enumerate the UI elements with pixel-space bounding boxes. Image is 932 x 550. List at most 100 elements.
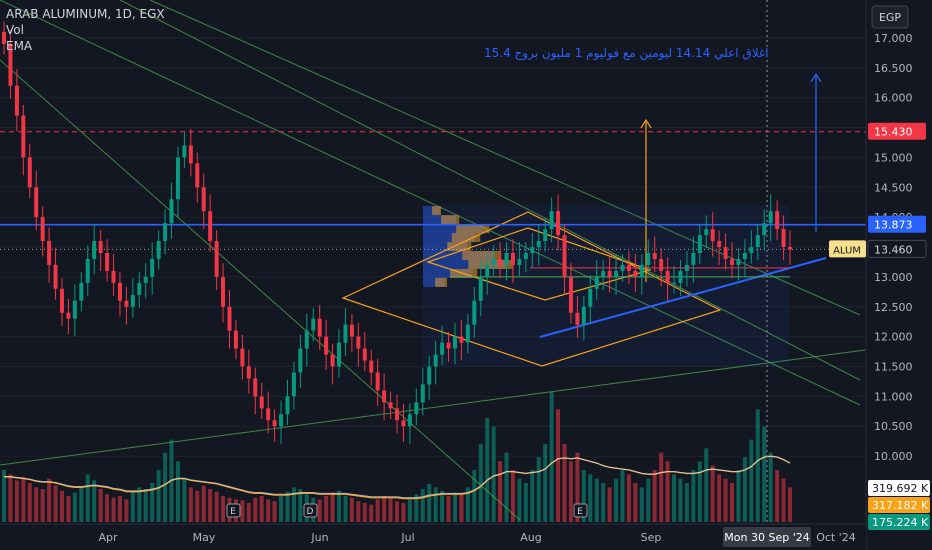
candle-body bbox=[478, 276, 483, 301]
candle-body bbox=[781, 229, 786, 248]
candle-body bbox=[304, 330, 309, 349]
volume-profile-bar bbox=[423, 277, 445, 287]
volume-bar bbox=[736, 470, 741, 522]
candle-body bbox=[40, 217, 45, 242]
time-tick-label: Sep bbox=[641, 531, 662, 544]
volume-bar bbox=[92, 480, 97, 522]
candle-body bbox=[79, 282, 84, 301]
ema-indicator-label[interactable]: EMA bbox=[6, 39, 33, 53]
support-trend-line bbox=[539, 257, 827, 338]
volume-bar bbox=[21, 476, 26, 522]
volume-profile-bar bbox=[451, 233, 481, 243]
volume-bar bbox=[137, 487, 142, 522]
volume-bar bbox=[749, 439, 754, 522]
candle-body bbox=[214, 241, 219, 277]
time-axis[interactable]: Apr May Jun Jul Aug Sep Oct '24 Mon 30 Sep '24 E… bbox=[0, 503, 866, 550]
volume-bar bbox=[375, 499, 380, 522]
candle-body bbox=[556, 211, 561, 236]
candle-body bbox=[530, 247, 535, 253]
volume-profile-bar bbox=[432, 206, 442, 216]
price-tick-label: 16.500 bbox=[874, 62, 913, 75]
volume-label: 175.224 K bbox=[872, 516, 929, 529]
candle-body bbox=[407, 414, 412, 427]
candle-body bbox=[343, 324, 348, 343]
candle-body bbox=[27, 157, 32, 188]
volume-bar bbox=[614, 478, 619, 522]
candle-body bbox=[2, 31, 6, 44]
volume-bar bbox=[459, 494, 464, 522]
time-tick-label: Oct '24 bbox=[816, 531, 856, 544]
price-tick-label: 10.000 bbox=[874, 450, 913, 463]
volume-bar bbox=[440, 490, 445, 522]
candle-body bbox=[291, 372, 296, 397]
volume-bar bbox=[633, 483, 638, 522]
volume-bar bbox=[272, 501, 277, 522]
volume-profile-bar bbox=[423, 242, 467, 252]
time-tick-label: Aug bbox=[520, 531, 541, 544]
volume-profile-bar bbox=[423, 259, 506, 269]
price-label: 13.873 bbox=[874, 219, 913, 232]
volume-profile-bar bbox=[423, 268, 473, 278]
candle-body bbox=[221, 276, 226, 307]
volume-profile-bar bbox=[441, 215, 460, 225]
candle-body bbox=[517, 258, 522, 265]
candle-body bbox=[549, 211, 554, 230]
drawings bbox=[0, 0, 866, 524]
volume-bar bbox=[678, 478, 683, 522]
volume-profile-bar bbox=[462, 250, 502, 260]
volume-bar bbox=[414, 494, 419, 522]
candle-body bbox=[459, 336, 464, 343]
candle-body bbox=[659, 258, 664, 271]
volume-bar bbox=[208, 489, 213, 522]
trend-line bbox=[0, 0, 861, 406]
candle-body bbox=[433, 354, 438, 367]
event-marker bbox=[226, 503, 241, 518]
candle-body bbox=[156, 241, 161, 259]
volume-bar bbox=[124, 499, 129, 522]
candle-body bbox=[53, 264, 58, 289]
target-arrow-head bbox=[810, 72, 822, 83]
volume-bar bbox=[362, 502, 367, 522]
candle-body bbox=[324, 336, 329, 355]
price-label: 15.430 bbox=[874, 126, 913, 139]
vol-indicator-label[interactable]: Vol bbox=[6, 23, 24, 37]
candle-body bbox=[188, 145, 193, 164]
volume-profile-bar bbox=[447, 242, 472, 252]
volume-bar bbox=[369, 504, 374, 522]
event-marker bbox=[573, 503, 588, 518]
candle-body bbox=[272, 420, 277, 427]
volume-bar bbox=[601, 483, 606, 522]
candle-body bbox=[208, 211, 213, 242]
candle-body bbox=[14, 85, 19, 116]
volume-bar bbox=[697, 461, 702, 522]
candle-body bbox=[562, 235, 567, 277]
price-tick-label: 11.000 bbox=[874, 390, 913, 403]
volume-bar bbox=[523, 483, 528, 522]
candle-body bbox=[298, 348, 303, 373]
candle-body bbox=[279, 414, 284, 427]
currency-button[interactable]: EGP bbox=[879, 11, 901, 24]
candle-body bbox=[163, 223, 168, 242]
candle-body bbox=[594, 276, 599, 289]
price-tick-label: 10.500 bbox=[874, 420, 913, 433]
volume-bar bbox=[240, 500, 245, 522]
volume-bar bbox=[485, 418, 490, 522]
price-axis[interactable]: EGP17.00016.50016.00015.50015.00014.5001… bbox=[829, 0, 932, 550]
volume-bar bbox=[607, 487, 612, 522]
volume-bar bbox=[349, 497, 354, 522]
volume-bar bbox=[626, 474, 631, 522]
candle-body bbox=[175, 157, 180, 200]
volume-bar bbox=[672, 474, 677, 522]
candle-body bbox=[388, 402, 393, 409]
candle-body bbox=[337, 342, 342, 367]
candle-body bbox=[143, 276, 148, 283]
volume-bar bbox=[53, 485, 58, 522]
volume-bar bbox=[536, 457, 541, 522]
volume-label-bg bbox=[868, 497, 930, 513]
time-cursor-bg bbox=[723, 527, 811, 547]
diamond-pattern bbox=[426, 227, 652, 301]
price-label-bg bbox=[868, 122, 926, 140]
volume-label: 317.182 K bbox=[872, 499, 929, 512]
candle-body bbox=[536, 241, 541, 248]
